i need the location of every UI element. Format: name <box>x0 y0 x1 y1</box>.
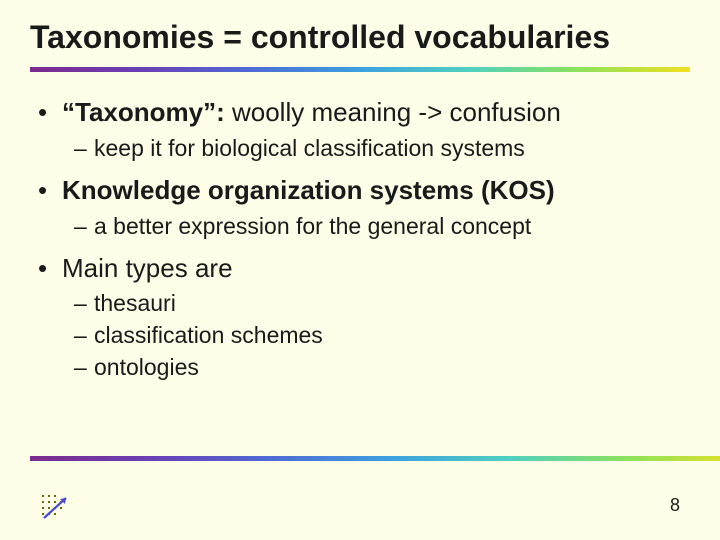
bullet-level-1: •Main types are <box>38 252 690 286</box>
bullet-text: Knowledge organization systems (KOS) <box>62 174 690 208</box>
dash-icon: – <box>74 212 94 242</box>
bullet-text: ontologies <box>94 353 199 383</box>
bullet-text: keep it for biological classification sy… <box>94 134 525 164</box>
bullet-dot-icon: • <box>38 252 62 286</box>
dash-icon: – <box>74 289 94 319</box>
dash-icon: – <box>74 321 94 351</box>
slide-body: •“Taxonomy”: woolly meaning -> confusion… <box>30 96 690 383</box>
title-underline-bar <box>30 67 690 72</box>
bullet-text: thesauri <box>94 289 176 319</box>
bullet-text: “Taxonomy”: woolly meaning -> confusion <box>62 96 690 130</box>
slide-title: Taxonomies = controlled vocabularies <box>30 20 690 55</box>
bullet-level-2: –ontologies <box>74 353 690 383</box>
bullet-level-2: –classification schemes <box>74 321 690 351</box>
bullet-level-1: •Knowledge organization systems (KOS) <box>38 174 690 208</box>
page-number: 8 <box>670 495 680 516</box>
bullet-text: classification schemes <box>94 321 323 351</box>
dash-icon: – <box>74 353 94 383</box>
dash-icon: – <box>74 134 94 164</box>
bullet-level-2: –thesauri <box>74 289 690 319</box>
bullet-level-2: –a better expression for the general con… <box>74 212 690 242</box>
footer-logo-icon <box>38 492 78 522</box>
bullet-dot-icon: • <box>38 96 62 130</box>
bullet-level-2: –keep it for biological classification s… <box>74 134 690 164</box>
slide: Taxonomies = controlled vocabularies •“T… <box>0 0 720 540</box>
bullet-level-1: •“Taxonomy”: woolly meaning -> confusion <box>38 96 690 130</box>
bullet-text: a better expression for the general conc… <box>94 212 531 242</box>
bullet-text: Main types are <box>62 252 690 286</box>
bullet-dot-icon: • <box>38 174 62 208</box>
footer-bar <box>30 456 720 461</box>
